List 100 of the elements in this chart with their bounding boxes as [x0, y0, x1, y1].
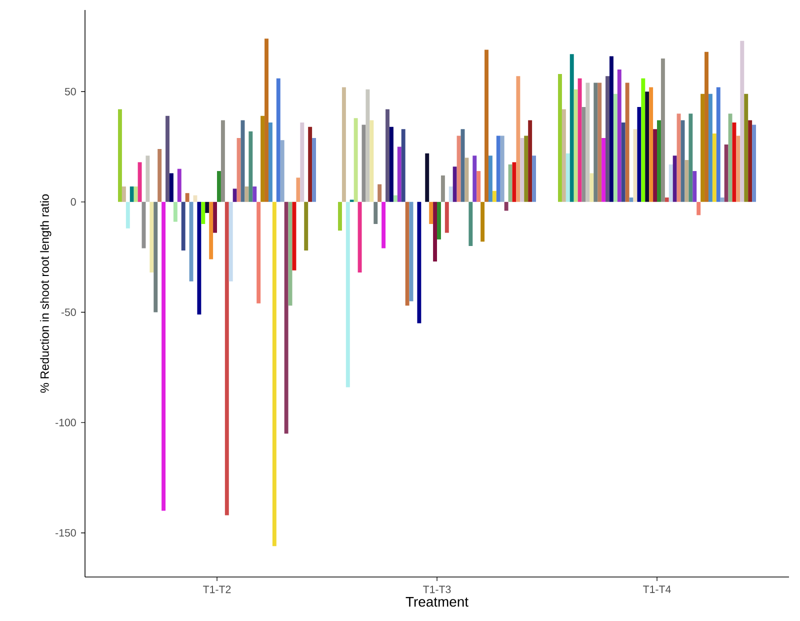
- bar: [578, 78, 582, 202]
- bar: [405, 202, 410, 306]
- bar: [228, 202, 233, 282]
- bar: [752, 124, 756, 202]
- bar: [370, 120, 374, 202]
- bar: [429, 202, 434, 224]
- bar: [606, 76, 610, 202]
- bar: [130, 186, 134, 202]
- bar: [704, 52, 708, 202]
- bar: [625, 82, 630, 202]
- bar: [268, 122, 272, 202]
- bar: [562, 109, 566, 202]
- bar: [193, 195, 198, 202]
- bar: [122, 186, 126, 202]
- bar: [374, 202, 378, 224]
- y-tick-label: -50: [61, 308, 76, 316]
- bar: [296, 178, 300, 202]
- bar: [197, 202, 202, 314]
- bar: [570, 54, 574, 202]
- bar: [464, 158, 469, 202]
- x-tick-label: T1-T2: [203, 586, 231, 594]
- bar: [609, 56, 614, 202]
- bar: [217, 171, 221, 202]
- bar: [512, 162, 516, 202]
- bar: [433, 202, 438, 262]
- bar: [488, 156, 492, 202]
- bar: [692, 171, 697, 202]
- x-axis-title: Treatment: [406, 597, 468, 607]
- bar: [452, 166, 457, 202]
- bar: [150, 202, 154, 273]
- bar: [354, 118, 358, 202]
- bar: [378, 184, 382, 202]
- bar: [205, 202, 210, 213]
- bar: [664, 198, 669, 202]
- bar: [338, 202, 342, 231]
- bar: [389, 126, 394, 202]
- bar: [177, 168, 182, 202]
- y-axis-title: % Reduction in shoot root length ratio: [40, 194, 52, 393]
- bar: [712, 134, 716, 202]
- bar: [566, 153, 570, 202]
- bar: [700, 94, 705, 202]
- bar: [708, 94, 712, 202]
- bar: [744, 94, 748, 202]
- bar: [166, 116, 170, 202]
- bar: [504, 202, 508, 211]
- bar: [440, 175, 445, 202]
- bar: [158, 148, 162, 202]
- bar: [448, 186, 453, 202]
- bar: [672, 156, 677, 202]
- bar: [260, 116, 265, 202]
- bar: [748, 120, 752, 202]
- bar: [736, 136, 740, 202]
- bar: [740, 40, 744, 202]
- bar: [146, 156, 150, 202]
- bar: [641, 78, 646, 202]
- bar: [657, 120, 661, 202]
- bar: [645, 92, 650, 202]
- bar: [201, 202, 206, 224]
- bar: [272, 202, 276, 546]
- bar: [312, 138, 316, 202]
- bar: [524, 136, 528, 202]
- bar: [500, 136, 504, 202]
- bar: [613, 94, 618, 202]
- bar: [169, 173, 174, 202]
- bar: [676, 114, 681, 202]
- bar: [602, 138, 606, 202]
- bar: [342, 87, 346, 202]
- bar: [472, 156, 477, 202]
- bar: [444, 202, 449, 233]
- bar: [437, 202, 441, 240]
- bar: [256, 202, 261, 304]
- bar: [558, 74, 562, 202]
- bar: [134, 186, 138, 202]
- bar: [688, 114, 693, 202]
- bar: [244, 186, 249, 202]
- bar: [138, 162, 142, 202]
- bar: [308, 126, 312, 202]
- bar: [637, 107, 642, 202]
- bar: [264, 38, 268, 202]
- bar: [162, 202, 166, 511]
- bar: [720, 198, 724, 202]
- bar: [300, 122, 304, 202]
- bar: [284, 202, 288, 434]
- bar: [397, 146, 402, 202]
- bar: [173, 202, 178, 222]
- bar: [346, 202, 350, 388]
- bar: [653, 129, 658, 202]
- x-tick-label: T1-T4: [643, 586, 671, 593]
- bar: [598, 82, 602, 202]
- bar: [220, 120, 225, 202]
- bar: [456, 136, 461, 202]
- bar: [280, 140, 284, 202]
- bar: [181, 202, 186, 250]
- bar: [590, 173, 594, 202]
- bar: [649, 87, 654, 202]
- bar: [476, 171, 481, 202]
- bar: [696, 202, 701, 216]
- bar: [621, 122, 626, 202]
- bar: [528, 120, 532, 202]
- bar: [224, 202, 229, 516]
